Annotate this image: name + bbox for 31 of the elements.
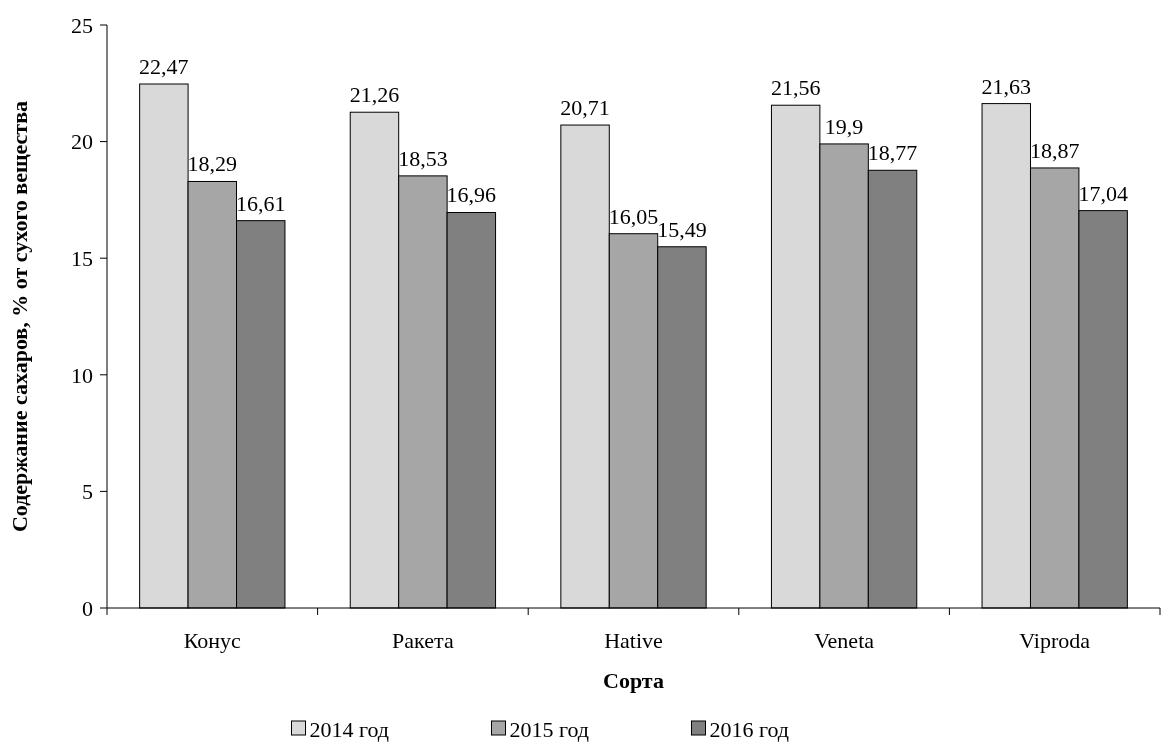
legend-label: 2014 год (309, 716, 390, 742)
legend-label: 2015 год (509, 716, 590, 742)
y-tick-label: 15 (71, 245, 93, 271)
text: 16,96 (446, 182, 497, 208)
y-tick-label: 20 (71, 129, 93, 155)
text: 16,05 (608, 203, 659, 229)
text: 18,77 (867, 140, 918, 166)
y-tick-label: 5 (82, 479, 93, 505)
text: 21,26 (349, 82, 400, 108)
text: 17,04 (1078, 180, 1128, 206)
x-axis-title: Сорта (603, 668, 664, 693)
x-tick-label: Конус (183, 628, 242, 653)
text: 16,61 (235, 190, 286, 216)
y-tick-label: 10 (71, 362, 93, 388)
x-tick-label: Veneta (814, 628, 875, 653)
text: 21,63 (981, 73, 1032, 99)
y-tick-label: 25 (71, 12, 93, 38)
text: 19,9 (824, 113, 864, 139)
text: 18,87 (1029, 137, 1080, 163)
x-tick-label: Ракета (392, 628, 454, 653)
x-tick-label: Hative (604, 628, 663, 653)
text: 18,53 (398, 145, 448, 171)
text: 21,56 (770, 75, 821, 101)
text: 18,29 (187, 151, 238, 177)
y-axis-title: Содержание сахаров, % от сухого вещества (7, 100, 32, 533)
legend-label: 2016 год (709, 716, 790, 742)
y-tick-label: 0 (82, 595, 93, 621)
text: 22,47 (139, 54, 189, 79)
x-tick-label: Viproda (1019, 628, 1091, 653)
text: 15,49 (657, 216, 707, 242)
text: 20,71 (560, 95, 610, 121)
